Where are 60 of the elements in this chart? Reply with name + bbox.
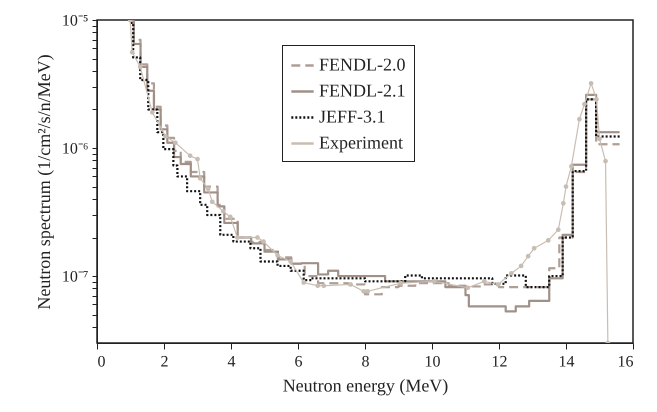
point (315, 283, 320, 288)
y-tick-label: 10⁻⁷ (62, 268, 88, 286)
point (188, 153, 192, 158)
y-tick-label: 10⁻⁵ (62, 12, 88, 30)
point (594, 97, 599, 102)
x-tick-label: 6 (294, 354, 302, 370)
point (518, 264, 524, 268)
point (130, 50, 135, 55)
point (301, 280, 306, 285)
point (228, 214, 233, 220)
point (198, 176, 203, 181)
point (582, 102, 587, 107)
point (432, 278, 436, 284)
legend-label: Experiment (319, 132, 403, 152)
point (255, 235, 260, 240)
point (288, 259, 293, 264)
point (235, 235, 240, 240)
x-tick-label: 16 (618, 354, 634, 370)
x-tick-label: 14 (558, 354, 574, 370)
x-tick-label: 12 (492, 354, 508, 370)
point (588, 81, 594, 86)
point (509, 271, 514, 276)
point (564, 184, 568, 189)
x-tick-label: 0 (98, 354, 106, 370)
point (556, 227, 561, 232)
point (365, 288, 370, 294)
point (466, 285, 470, 290)
point (348, 282, 353, 287)
x-tick-label: 10 (424, 354, 440, 370)
point (569, 164, 574, 169)
x-tick-label: 8 (362, 354, 370, 370)
point (532, 246, 537, 251)
point (206, 186, 211, 192)
point (526, 254, 530, 259)
point (261, 239, 266, 244)
point (597, 136, 602, 142)
point (496, 282, 500, 287)
x-tick-label: 2 (160, 354, 168, 370)
legend-label: JEFF-3.1 (319, 106, 386, 126)
point (398, 280, 404, 286)
point (220, 209, 226, 214)
point (173, 140, 178, 146)
point (162, 134, 168, 138)
point (210, 199, 215, 204)
y-axis-title: Neutron spectrum (1/cm²/s/n/MeV) (34, 54, 54, 310)
x-axis-title: Neutron energy (MeV) (282, 376, 448, 396)
point (603, 158, 608, 164)
legend-label: FENDL-2.0 (319, 54, 406, 74)
legend-label: FENDL-2.1 (319, 80, 406, 100)
point (138, 64, 143, 70)
point (560, 200, 566, 206)
point (275, 253, 280, 258)
point (577, 116, 582, 122)
point (482, 278, 487, 284)
point (150, 110, 155, 115)
x-tick-label: 4 (228, 354, 236, 370)
point (195, 156, 200, 162)
y-tick-label: 10⁻⁶ (62, 140, 88, 158)
point (546, 238, 551, 243)
point (321, 283, 326, 288)
